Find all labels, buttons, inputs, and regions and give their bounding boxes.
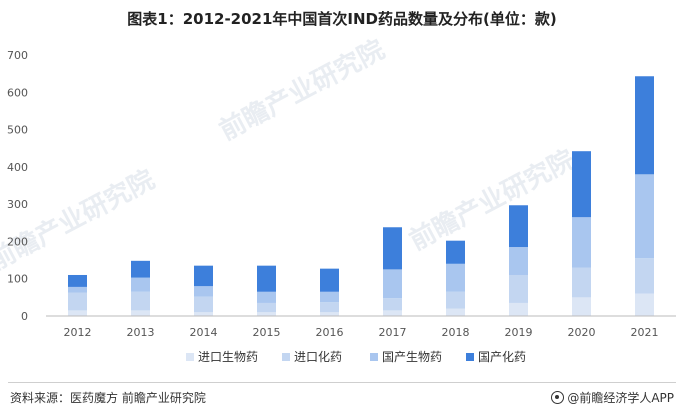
legend-label: 国产生物药 [382, 350, 442, 364]
bar-segment [446, 263, 465, 292]
chart-title: 图表1：2012-2021年中国首次IND药品数量及分布(单位：款) [127, 10, 557, 28]
bar-segment [68, 274, 87, 287]
bar-segment [383, 310, 402, 316]
x-tick-label: 2019 [505, 326, 533, 339]
bar-segment [68, 292, 87, 311]
x-tick-label: 2020 [568, 326, 596, 339]
x-tick-label: 2021 [631, 326, 659, 339]
bar-segment [635, 174, 654, 259]
x-tick-label: 2013 [127, 326, 155, 339]
x-tick-label: 2014 [190, 326, 218, 339]
bar-segment [572, 297, 591, 316]
legend: 进口生物药 进口化药 国产生物药 国产化药 [186, 350, 526, 364]
brand-logo-icon [551, 391, 565, 404]
bar-segment [509, 274, 528, 303]
legend-item: 国产生物药 [370, 350, 442, 364]
y-tick-label: 500 [7, 124, 28, 137]
bar-segment [320, 268, 339, 292]
legend-item: 进口生物药 [186, 350, 258, 364]
legend-label: 国产化药 [478, 350, 526, 364]
bar-segment [446, 291, 465, 309]
bar-segment [68, 310, 87, 316]
brand-label: @前瞻经济学人APP [551, 389, 674, 406]
bar-segment [446, 308, 465, 316]
legend-label: 进口生物药 [198, 350, 258, 364]
legend-item: 国产化药 [466, 350, 526, 364]
bar-segment [131, 310, 150, 316]
y-tick-label: 200 [7, 235, 28, 248]
bars-group [68, 76, 654, 316]
y-tick-label: 600 [7, 86, 28, 99]
legend-swatch [282, 353, 290, 361]
y-tick-label: 0 [21, 310, 28, 323]
legend-swatch [186, 353, 194, 361]
bar-segment [257, 291, 276, 303]
bar-segment [131, 277, 150, 292]
legend-item: 进口化药 [282, 350, 342, 364]
bar-segment [320, 291, 339, 303]
bar-segment [509, 247, 528, 275]
bar-segment [68, 286, 87, 293]
bar-segment [635, 258, 654, 294]
legend-label: 进口化药 [294, 350, 342, 364]
bar-segment [257, 312, 276, 316]
bar-segment [446, 240, 465, 264]
bar-segment [383, 227, 402, 270]
bar-segment [572, 151, 591, 218]
bar-segment [194, 312, 213, 316]
bar-segment [194, 265, 213, 287]
bar-segment [383, 298, 402, 311]
footer-divider [8, 382, 676, 383]
bar-segment [194, 286, 213, 297]
legend-swatch [466, 353, 474, 361]
bar-segment [635, 293, 654, 316]
x-tick-label: 2016 [316, 326, 344, 339]
brand-text: @前瞻经济学人APP [567, 391, 674, 405]
y-tick-label: 700 [7, 49, 28, 62]
bar-segment [320, 312, 339, 316]
y-tick-label: 100 [7, 273, 28, 286]
x-tick-label: 2018 [442, 326, 470, 339]
x-tick-label: 2015 [253, 326, 281, 339]
y-tick-label: 400 [7, 161, 28, 174]
y-axis: 0 100 200 300 400 500 600 700 [7, 49, 28, 323]
x-tick-label: 2017 [379, 326, 407, 339]
y-tick-label: 300 [7, 198, 28, 211]
bar-segment [131, 291, 150, 311]
bar-segment [572, 267, 591, 298]
legend-swatch [370, 353, 378, 361]
bar-segment [257, 302, 276, 313]
bar-segment [509, 205, 528, 248]
bar-segment [131, 260, 150, 278]
x-axis: 2012 2013 2014 2015 2016 2017 2018 2019 2020 2021 [46, 315, 676, 339]
bar-segment [194, 296, 213, 313]
source-note: 资料来源：医药魔方 前瞻产业研究院 [10, 391, 206, 405]
bar-segment [383, 269, 402, 299]
bar-segment [257, 265, 276, 292]
bar-segment [572, 217, 591, 268]
x-tick-label: 2012 [64, 326, 92, 339]
bar-segment [509, 302, 528, 316]
bar-segment [320, 302, 339, 313]
bar-segment [635, 76, 654, 175]
